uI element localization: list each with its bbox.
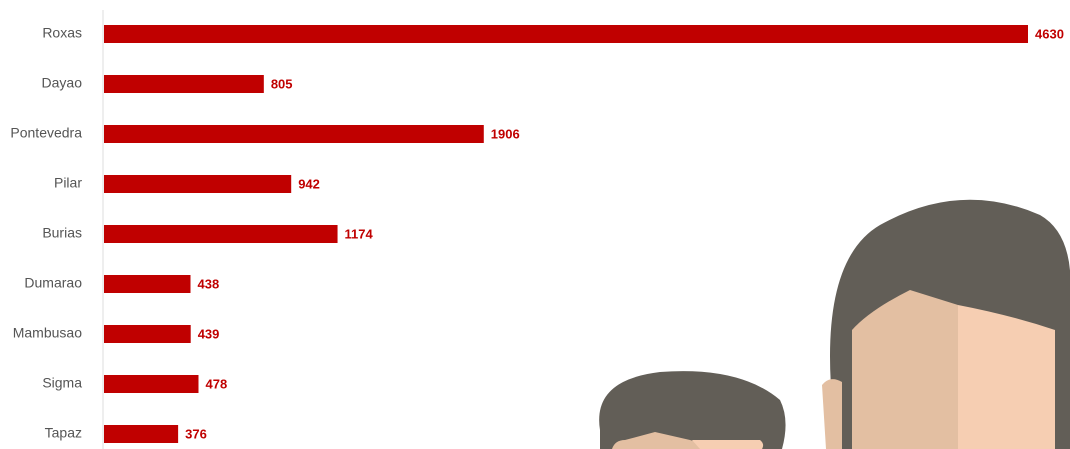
bar	[104, 125, 484, 143]
bar	[104, 425, 179, 443]
category-label: Roxas	[42, 25, 82, 41]
value-label: 438	[198, 276, 220, 291]
value-label: 1906	[491, 126, 520, 141]
bar	[104, 325, 191, 343]
bar	[104, 375, 199, 393]
value-label: 805	[271, 76, 293, 91]
bar	[104, 275, 191, 293]
bar	[104, 225, 338, 243]
bar	[104, 25, 1028, 43]
face	[692, 440, 764, 449]
face	[958, 305, 1055, 449]
category-label: Pontevedra	[10, 125, 82, 141]
hair	[599, 371, 786, 449]
category-label: Pilar	[54, 175, 82, 191]
bar	[104, 175, 292, 193]
category-label: Dayao	[42, 75, 83, 91]
value-label: 439	[198, 326, 220, 341]
ear	[822, 379, 842, 449]
category-label: Tapaz	[45, 425, 82, 441]
value-label: 1174	[345, 226, 374, 241]
category-label: Mambusao	[13, 325, 82, 341]
illustration	[599, 199, 1070, 449]
category-label: Dumarao	[24, 275, 82, 291]
bar	[104, 75, 264, 93]
face	[852, 290, 958, 449]
category-label: Burias	[42, 225, 82, 241]
value-label: 942	[298, 176, 320, 191]
value-label: 478	[205, 376, 227, 391]
value-label: 4630	[1035, 26, 1064, 41]
face	[612, 432, 705, 449]
value-label: 376	[185, 426, 207, 441]
category-label: Sigma	[42, 375, 82, 391]
